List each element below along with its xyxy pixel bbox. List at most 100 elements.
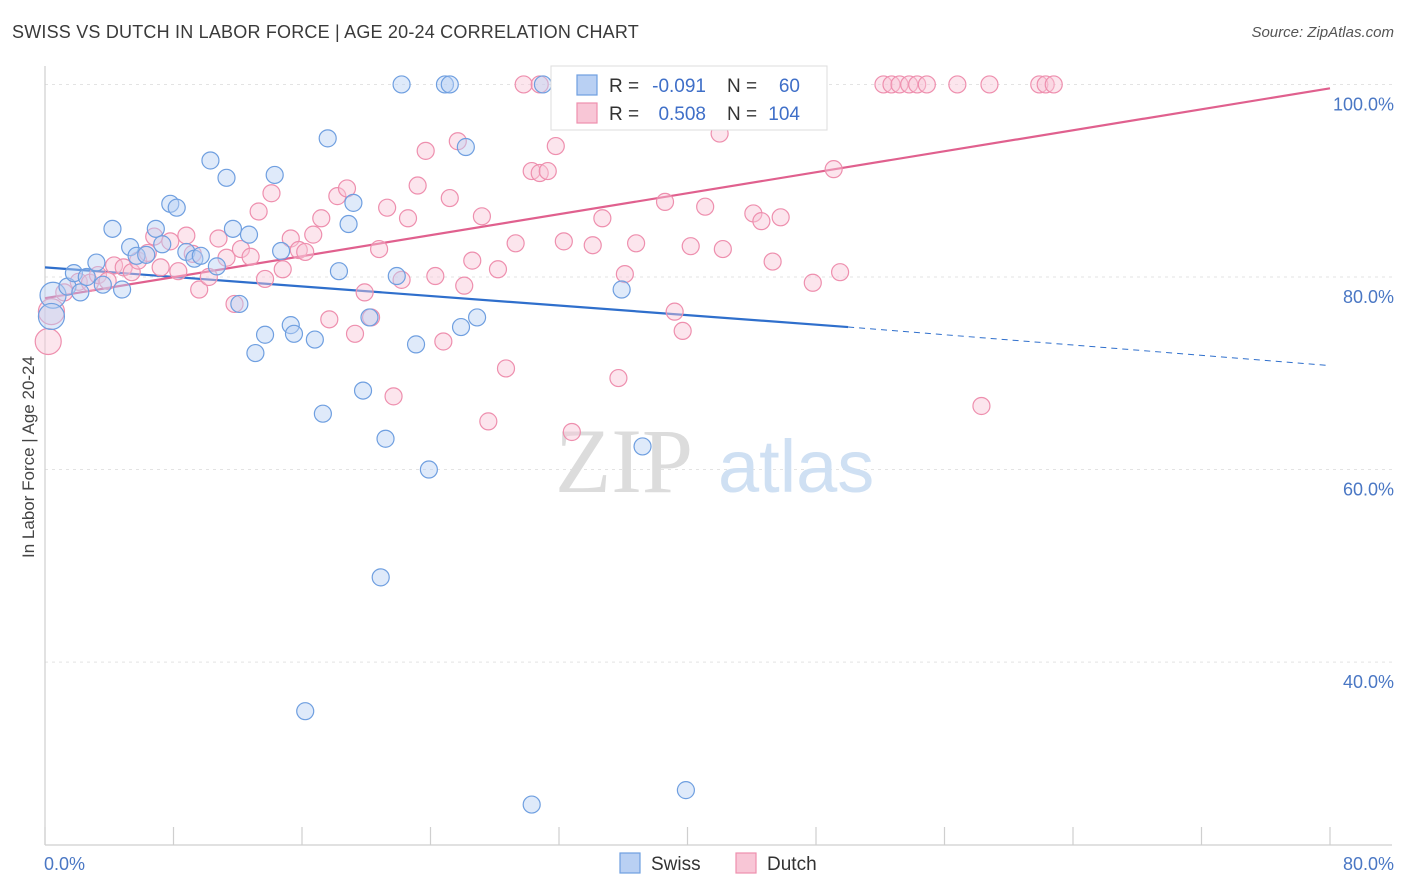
- point-swiss: [371, 568, 390, 587]
- point-dutch: [416, 141, 435, 160]
- point-swiss: [456, 137, 475, 157]
- point-dutch: [370, 239, 389, 259]
- y-axis-label: In Labor Force | Age 20-24: [19, 356, 38, 558]
- point-swiss: [255, 325, 275, 344]
- legend: R = -0.091 N = 60 R = 0.508 N = 104: [550, 65, 828, 131]
- source-label: Source: ZipAtlas.com: [1251, 24, 1394, 41]
- point-dutch: [398, 209, 418, 228]
- point-dutch: [948, 75, 967, 94]
- point-dutch: [752, 212, 771, 231]
- point-dutch: [249, 202, 268, 221]
- point-swiss: [419, 460, 438, 479]
- point-dutch: [496, 359, 516, 378]
- point-dutch: [434, 332, 453, 351]
- point-dutch: [673, 321, 692, 341]
- data-points: [34, 75, 1063, 814]
- point-swiss: [329, 262, 349, 281]
- point-dutch: [583, 236, 602, 255]
- point-swiss: [146, 219, 165, 238]
- point-dutch: [514, 75, 533, 94]
- point-swiss: [77, 267, 96, 287]
- bottom-legend-swatch-dutch: [735, 852, 757, 874]
- point-dutch: [209, 229, 228, 248]
- point-swiss: [387, 266, 406, 286]
- tick-labels: 100.0% 80.0% 60.0% 40.0% 0.0% 80.0%: [44, 94, 1394, 874]
- point-dutch: [320, 310, 339, 329]
- point-dutch: [980, 75, 999, 94]
- point-dutch: [713, 239, 732, 259]
- point-dutch: [426, 266, 445, 286]
- grid-lines: [45, 83, 1392, 663]
- point-dutch: [225, 294, 244, 314]
- legend-r-label: R =: [609, 76, 639, 97]
- point-dutch: [681, 237, 700, 256]
- point-swiss: [440, 75, 459, 94]
- bottom-legend: Swiss Dutch: [619, 852, 817, 875]
- point-dutch: [241, 247, 260, 266]
- point-dutch: [665, 302, 684, 321]
- point-dutch: [328, 187, 347, 206]
- point-dutch: [593, 209, 612, 228]
- trend-lines: [44, 87, 1331, 367]
- point-dutch: [562, 422, 581, 442]
- point-dutch: [626, 234, 646, 253]
- point-dutch: [1044, 75, 1063, 94]
- point-swiss: [435, 75, 455, 94]
- point-swiss: [451, 317, 471, 337]
- point-dutch: [655, 192, 675, 211]
- point-dutch: [546, 136, 565, 156]
- legend-n-value: 104: [768, 104, 800, 125]
- point-dutch: [917, 75, 936, 94]
- point-swiss: [339, 214, 358, 234]
- y-tick-label: 60.0%: [1343, 480, 1394, 500]
- point-dutch: [34, 327, 62, 356]
- watermark: ZIP atlas: [555, 410, 874, 512]
- point-swiss: [246, 343, 265, 363]
- point-dutch: [609, 368, 628, 388]
- point-dutch: [479, 412, 498, 431]
- bottom-legend-label-dutch: Dutch: [767, 854, 817, 875]
- point-swiss: [37, 302, 66, 331]
- point-dutch: [345, 324, 365, 343]
- point-dutch: [472, 207, 491, 226]
- point-dutch: [696, 197, 715, 216]
- legend-r-label: R =: [609, 104, 639, 125]
- point-swiss: [217, 168, 236, 187]
- watermark-atlas: atlas: [718, 425, 874, 508]
- point-swiss: [103, 219, 122, 238]
- y-tick-label: 100.0%: [1333, 94, 1394, 114]
- point-swiss: [265, 165, 284, 185]
- legend-r-value: -0.091: [652, 76, 706, 97]
- point-dutch: [488, 260, 508, 279]
- x-tick-label: 80.0%: [1343, 854, 1394, 874]
- point-swiss: [533, 75, 553, 94]
- point-dutch: [255, 269, 275, 289]
- point-swiss: [392, 75, 411, 94]
- point-dutch: [890, 75, 909, 94]
- point-swiss: [153, 235, 172, 254]
- point-swiss: [167, 198, 186, 217]
- point-swiss: [93, 275, 112, 294]
- point-swiss: [207, 257, 226, 276]
- point-swiss: [296, 702, 315, 721]
- legend-swatch-dutch: [576, 102, 598, 124]
- point-swiss: [201, 151, 220, 170]
- point-swiss: [112, 280, 132, 299]
- point-swiss: [127, 246, 146, 265]
- point-swiss: [318, 129, 337, 148]
- trend-line-swiss: [44, 266, 849, 329]
- point-swiss: [71, 283, 90, 302]
- point-dutch: [824, 160, 843, 179]
- point-swiss: [239, 225, 259, 244]
- point-dutch: [289, 240, 308, 260]
- point-dutch: [463, 251, 482, 270]
- bottom-legend-label-swiss: Swiss: [651, 854, 701, 875]
- x-tick-label: 0.0%: [44, 854, 85, 874]
- point-swiss: [353, 381, 373, 400]
- point-swiss: [223, 219, 243, 238]
- point-swiss: [467, 308, 487, 327]
- point-dutch: [615, 264, 634, 284]
- point-swiss: [344, 193, 363, 212]
- point-dutch: [440, 188, 459, 208]
- point-dutch: [262, 184, 281, 203]
